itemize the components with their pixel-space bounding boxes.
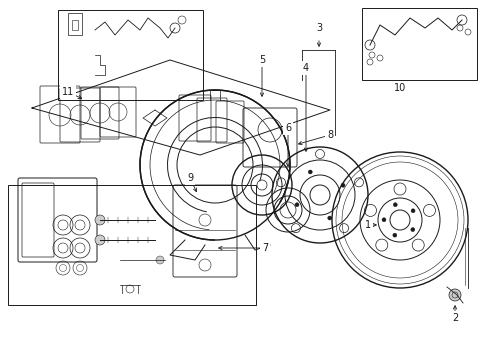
Circle shape [294,203,298,207]
Circle shape [381,218,385,222]
Text: 10: 10 [393,83,406,93]
Circle shape [448,289,460,301]
Text: 3: 3 [315,23,322,33]
Text: 1: 1 [364,220,370,230]
Circle shape [156,256,163,264]
Bar [58,10,203,100]
Circle shape [340,183,345,187]
Circle shape [307,170,312,174]
Text: 6: 6 [285,123,290,133]
Text: 8: 8 [326,130,332,140]
Text: 2: 2 [451,313,457,323]
Text: 11: 11 [62,87,74,97]
Bar [68,13,82,35]
Circle shape [410,228,414,231]
Circle shape [95,215,105,225]
Circle shape [327,216,331,220]
Circle shape [410,209,414,213]
Circle shape [392,233,396,237]
Text: 7: 7 [262,243,267,253]
Text: 4: 4 [303,63,308,73]
Bar [361,8,476,80]
Circle shape [392,203,396,207]
Bar [8,185,256,305]
Text: 9: 9 [186,173,193,183]
Bar [72,20,78,30]
Circle shape [95,235,105,245]
Text: 5: 5 [258,55,264,65]
